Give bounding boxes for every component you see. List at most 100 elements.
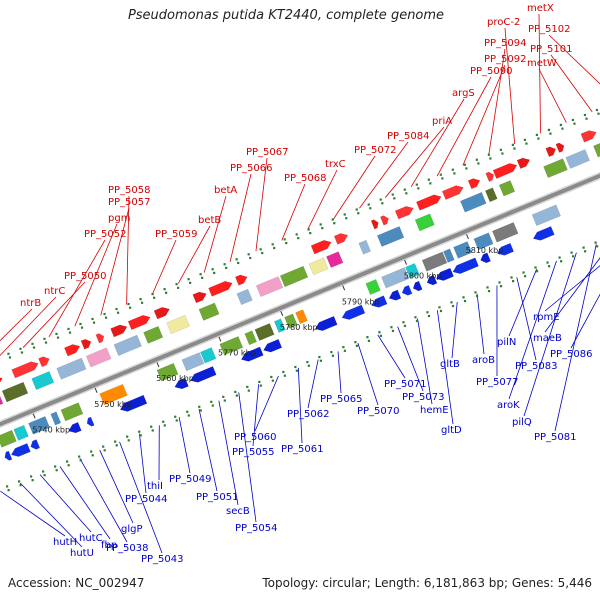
gene-feature[interactable] (85, 347, 112, 368)
gene-feature[interactable] (531, 204, 561, 227)
gene-feature[interactable] (200, 347, 217, 364)
gene-feature[interactable] (310, 240, 332, 255)
gene-feature[interactable] (0, 429, 17, 448)
gene-feature[interactable] (56, 357, 87, 380)
gene-feature[interactable] (491, 222, 519, 243)
gene-feature[interactable] (263, 338, 283, 353)
gene-feature[interactable] (119, 394, 148, 412)
gene-feature[interactable] (254, 323, 275, 341)
gene-feature[interactable] (295, 309, 308, 325)
gene-feature[interactable] (460, 191, 487, 213)
gene-feature[interactable] (308, 257, 329, 276)
gene-feature[interactable] (341, 304, 366, 320)
gene-feature[interactable] (95, 333, 105, 344)
gene-feature[interactable] (314, 315, 338, 332)
gene-feature[interactable] (192, 291, 207, 304)
gene-feature[interactable] (60, 402, 84, 422)
gene-feature[interactable] (10, 443, 31, 457)
gene-feature[interactable] (480, 252, 491, 264)
gene-feature[interactable] (443, 248, 455, 263)
gene-feature[interactable] (279, 265, 309, 288)
gene-feature[interactable] (580, 130, 597, 143)
gene-feature[interactable] (421, 251, 448, 272)
gene-feature[interactable] (110, 324, 128, 338)
gene-feature[interactable] (516, 157, 531, 169)
gene-feature[interactable] (284, 313, 298, 329)
gene-feature[interactable] (473, 232, 494, 251)
track-dot (211, 268, 214, 271)
gene-feature[interactable] (13, 424, 29, 441)
gene-feature[interactable] (543, 158, 568, 179)
gene-feature[interactable] (370, 219, 379, 230)
track-dot (535, 270, 539, 273)
gene-feature[interactable] (273, 318, 286, 333)
gene-feature[interactable] (234, 274, 248, 286)
gene-feature[interactable] (153, 306, 170, 320)
gene-feature[interactable] (492, 163, 518, 179)
gene-feature[interactable] (28, 416, 51, 435)
gene-feature[interactable] (416, 194, 442, 211)
gene-feature[interactable] (371, 295, 388, 308)
gene-feature[interactable] (0, 392, 4, 413)
gene-feature[interactable] (86, 416, 95, 427)
gene-feature[interactable] (80, 338, 92, 350)
track-dot (405, 192, 408, 195)
gene-feature[interactable] (208, 280, 233, 297)
gene-feature[interactable] (333, 233, 349, 245)
gene-feature[interactable] (358, 239, 372, 255)
gene-feature[interactable] (166, 314, 190, 335)
gene-feature[interactable] (68, 421, 82, 434)
gene-feature[interactable] (181, 352, 205, 372)
track-dot (199, 409, 202, 412)
gene-feature[interactable] (99, 383, 128, 406)
gene-feature[interactable] (388, 289, 402, 301)
gene-feature[interactable] (236, 288, 253, 306)
gene-feature[interactable] (1, 381, 29, 403)
gene-feature[interactable] (498, 180, 516, 197)
gene-feature[interactable] (11, 361, 39, 379)
gene-feature[interactable] (401, 284, 413, 296)
gene-feature[interactable] (219, 336, 244, 356)
gene-feature[interactable] (127, 315, 151, 331)
track-dot (429, 182, 432, 185)
gene-feature[interactable] (38, 356, 50, 368)
gene-feature[interactable] (426, 274, 438, 286)
gene-feature[interactable] (452, 257, 479, 274)
gene-feature[interactable] (376, 226, 405, 247)
gene-feature[interactable] (405, 262, 420, 279)
gene-feature[interactable] (485, 171, 495, 182)
gene-feature[interactable] (565, 149, 591, 169)
gene-feature[interactable] (545, 146, 557, 158)
gene-feature[interactable] (190, 366, 217, 383)
gene-feature[interactable] (593, 141, 600, 158)
gene-feature[interactable] (555, 142, 565, 153)
gene-feature[interactable] (4, 450, 13, 461)
gene-feature[interactable] (244, 330, 258, 346)
gene-feature[interactable] (143, 325, 164, 344)
gene-feature[interactable] (64, 344, 81, 357)
gene-feature[interactable] (484, 187, 498, 203)
gene-feature[interactable] (255, 276, 284, 298)
gene-feature[interactable] (326, 251, 344, 269)
gene-feature[interactable] (174, 377, 189, 390)
gene-feature[interactable] (414, 213, 435, 232)
gene-feature[interactable] (496, 242, 515, 256)
gene-feature[interactable] (365, 279, 381, 296)
gene-feature[interactable] (240, 346, 264, 362)
gene-feature[interactable] (467, 178, 481, 190)
gene-feature[interactable] (50, 411, 62, 426)
gene-feature[interactable] (380, 215, 389, 226)
gene-feature[interactable] (532, 226, 555, 241)
gene-feature[interactable] (394, 205, 414, 220)
gene-feature[interactable] (453, 241, 473, 259)
gene-feature[interactable] (30, 439, 41, 450)
gene-feature[interactable] (381, 267, 410, 289)
gene-feature[interactable] (0, 377, 3, 391)
gene-feature[interactable] (412, 280, 423, 292)
gene-feature[interactable] (198, 302, 220, 321)
gene-feature[interactable] (156, 362, 179, 382)
gene-feature[interactable] (31, 371, 55, 391)
gene-feature[interactable] (435, 267, 454, 281)
gene-feature[interactable] (441, 185, 464, 200)
gene-feature[interactable] (113, 334, 142, 357)
